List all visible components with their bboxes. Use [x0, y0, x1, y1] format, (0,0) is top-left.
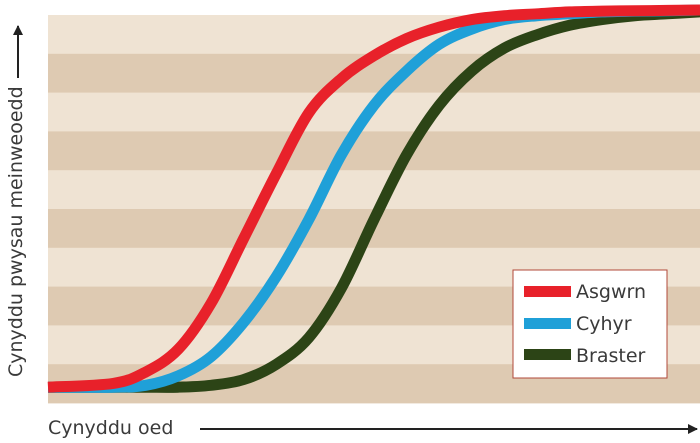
- legend-label-asgwrn: Asgwrn: [576, 281, 646, 303]
- legend-swatch-cyhyr: [524, 318, 571, 329]
- series-layer: [47, 4, 700, 393]
- legend-swatch-braster: [524, 349, 571, 360]
- background-bands: [48, 15, 700, 404]
- legend-label-cyhyr: Cyhyr: [576, 313, 632, 335]
- x-axis-label: Cynyddu oed: [48, 417, 173, 439]
- series-line-braster: [47, 6, 700, 393]
- legend-label-braster: Braster: [576, 345, 646, 367]
- y-axis-label: Cynyddu pwysau meinweoedd: [5, 86, 27, 377]
- background-band: [48, 170, 700, 210]
- background-band: [48, 131, 700, 171]
- legend: Asgwrn Cyhyr Braster: [512, 269, 668, 379]
- series-line-asgwrn: [47, 4, 700, 393]
- legend-swatch-asgwrn: [524, 286, 571, 297]
